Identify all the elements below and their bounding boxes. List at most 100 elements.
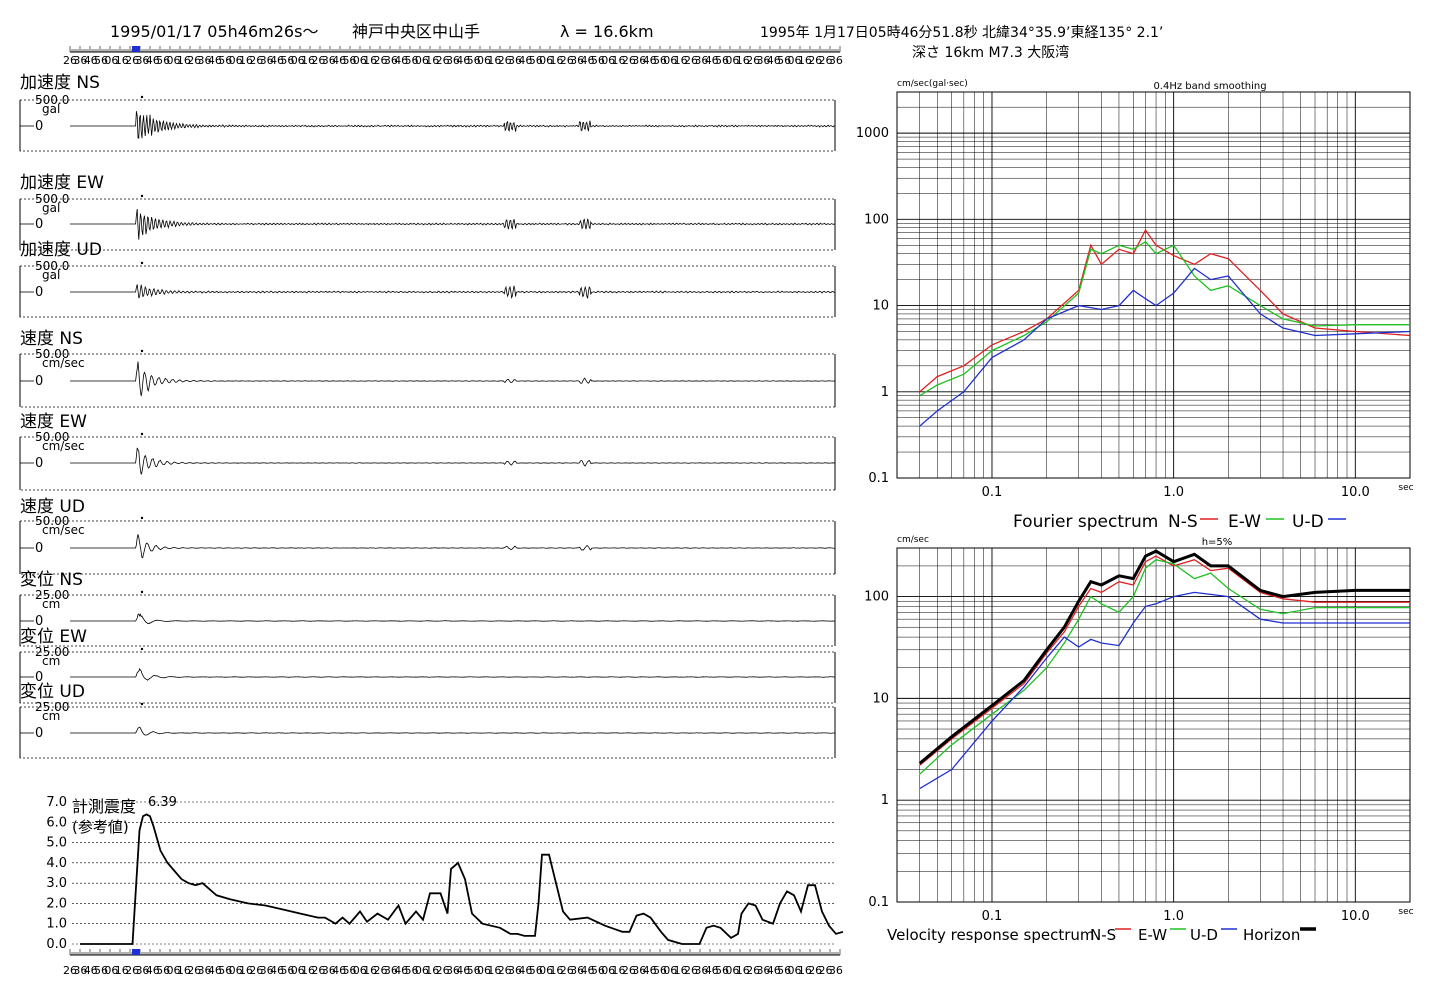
top-time-axis-tick-label: 16: [674, 54, 688, 67]
bottom-time-axis-tick-label: 46: [643, 964, 657, 977]
bottom-time-axis-tick-label: 26: [622, 964, 636, 977]
bottom-time-axis-tick-label: 46: [332, 964, 346, 977]
bottom-time-axis-tick-label: 56: [529, 964, 543, 977]
top-time-axis-tick-label: 16: [115, 54, 129, 67]
top-time-axis-marker: [132, 46, 140, 52]
waveform-onset-dot: [140, 647, 144, 651]
bottom-time-axis-tick-label: 16: [363, 964, 377, 977]
top-time-axis-tick-label: 06: [291, 54, 305, 67]
waveform-scale: 25.00: [35, 700, 69, 714]
bottom-time-axis-tick-label: 36: [632, 964, 646, 977]
bottom-time-axis-tick-label: 36: [756, 964, 770, 977]
fourier-chart-series-e-w: [919, 240, 1410, 397]
bottom-time-axis-tick-label: 36: [198, 964, 212, 977]
fourier-title: Fourier spectrum: [1013, 512, 1158, 532]
bottom-time-axis-tick-label: 46: [84, 964, 98, 977]
bottom-time-axis-tick-label: 46: [581, 964, 595, 977]
top-time-axis-tick-label: 56: [467, 54, 481, 67]
top-time-axis-tick-label: 56: [529, 54, 543, 67]
bottom-time-axis-tick-label: 56: [280, 964, 294, 977]
fourier-chart-xlabel: sec: [1398, 483, 1413, 493]
response-legend-label: U-D: [1190, 926, 1218, 944]
bottom-time-axis-tick-label: 06: [725, 964, 739, 977]
fourier-chart-ytick-label: 1000: [856, 126, 889, 141]
bottom-time-axis-tick-label: 56: [467, 964, 481, 977]
bottom-time-axis-tick-label: 36: [384, 964, 398, 977]
intensity-ytick-label: 4.0: [46, 856, 67, 871]
waveform-panel: [19, 436, 836, 491]
top-time-axis-tick-label: 46: [581, 54, 595, 67]
waveform-zero: 0: [35, 726, 43, 741]
waveform-label: 変位 NS: [20, 570, 83, 590]
top-time-axis-tick-label: 36: [694, 54, 708, 67]
top-time-axis-tick-label: 36: [756, 54, 770, 67]
header-station: 神戸中央区中山手: [352, 22, 480, 41]
header-depth-magnitude: 深さ 16km M7.3 大阪湾: [912, 44, 1069, 61]
bottom-time-axis-tick-label: 06: [539, 964, 553, 977]
response-legend-label: E-W: [1138, 926, 1167, 944]
top-time-axis-tick-label: 36: [632, 54, 646, 67]
response-chart-series-horizon: [918, 549, 1410, 765]
bottom-time-axis-tick-label: 26: [374, 964, 388, 977]
bottom-time-axis-tick-label: 16: [239, 964, 253, 977]
bottom-time-axis-tick-label: 36: [322, 964, 336, 977]
bottom-time-axis-tick-label: 56: [156, 964, 170, 977]
bottom-time-axis-tick-label: 36: [446, 964, 460, 977]
response-chart-series-n-s: [919, 555, 1410, 766]
top-time-axis-tick-label: 36: [508, 54, 522, 67]
waveform-trace: [70, 447, 835, 475]
waveform-label: 変位 UD: [20, 682, 85, 702]
fourier-legend-label: U-D: [1292, 512, 1324, 532]
intensity-subtitle: (参考値): [72, 818, 129, 836]
response-chart-xtick-label: 1.0: [1163, 909, 1184, 924]
bottom-time-axis-tick-label: 16: [736, 964, 750, 977]
bottom-time-axis-tick-label: 26: [63, 964, 77, 977]
waveform-trace: [70, 209, 836, 240]
top-time-axis-tick-label: 56: [280, 54, 294, 67]
waveform-trace: [70, 613, 835, 624]
top-time-axis-tick-label: 06: [663, 54, 677, 67]
bottom-time-axis-tick-label: 56: [777, 964, 791, 977]
bottom-time-axis-tick-label: 46: [518, 964, 532, 977]
top-time-axis-tick-label: 26: [498, 54, 512, 67]
intensity-peak-label: 6.39: [148, 795, 177, 810]
top-time-axis-tick-label: 36: [570, 54, 584, 67]
bottom-time-axis-tick-label: 06: [291, 964, 305, 977]
bottom-time-axis-tick-label: 06: [477, 964, 491, 977]
bottom-time-axis-tick-label: 56: [715, 964, 729, 977]
waveform-label: 速度 EW: [20, 412, 87, 432]
bottom-time-axis-tick-label: 56: [653, 964, 667, 977]
header-origin: 1995年 1月17日05時46分51.8秒 北緯34°35.9’東経135° …: [760, 25, 1163, 41]
top-time-axis-tick-label: 06: [477, 54, 491, 67]
bottom-time-axis-tick-label: 56: [342, 964, 356, 977]
top-time-axis-tick-label: 16: [239, 54, 253, 67]
intensity-ytick-label: 7.0: [46, 795, 67, 810]
waveform-scale: 25.00: [35, 645, 69, 659]
top-time-axis-tick-label: 46: [332, 54, 346, 67]
header-lambda: λ = 16.6km: [560, 22, 654, 41]
fourier-legend-label: E-W: [1228, 512, 1261, 532]
bottom-time-axis-tick-label: 16: [612, 964, 626, 977]
waveform-scale: 50.00: [35, 347, 69, 361]
response-chart-ytick-label: 10: [872, 691, 889, 706]
waveform-trace: [70, 667, 835, 681]
top-time-axis-tick-label: 46: [767, 54, 781, 67]
waveform-unit: cm/sec: [42, 523, 85, 537]
response-chart-xtick-label: 10.0: [1341, 909, 1370, 924]
top-time-axis-tick-label: 56: [218, 54, 232, 67]
bottom-time-axis-tick-label: 26: [187, 964, 201, 977]
response-chart-ytick-label: 1: [881, 793, 889, 808]
bottom-time-axis-tick-label: 16: [177, 964, 191, 977]
top-time-axis-tick-label: 56: [591, 54, 605, 67]
intensity-ytick-label: 6.0: [46, 815, 67, 830]
response-legend-label: N-S: [1090, 926, 1116, 944]
top-time-axis-tick-label: 36: [322, 54, 336, 67]
waveform-zero: 0: [35, 374, 43, 389]
bottom-time-axis-tick-label: 06: [353, 964, 367, 977]
bottom-time-axis-tick-label: 56: [94, 964, 108, 977]
waveform-trace: [70, 361, 835, 397]
top-time-axis-tick-label: 26: [808, 54, 822, 67]
bottom-time-axis-tick-label: 06: [415, 964, 429, 977]
waveform-scale: 500.0: [35, 192, 69, 206]
bottom-time-axis-marker: [132, 949, 140, 955]
